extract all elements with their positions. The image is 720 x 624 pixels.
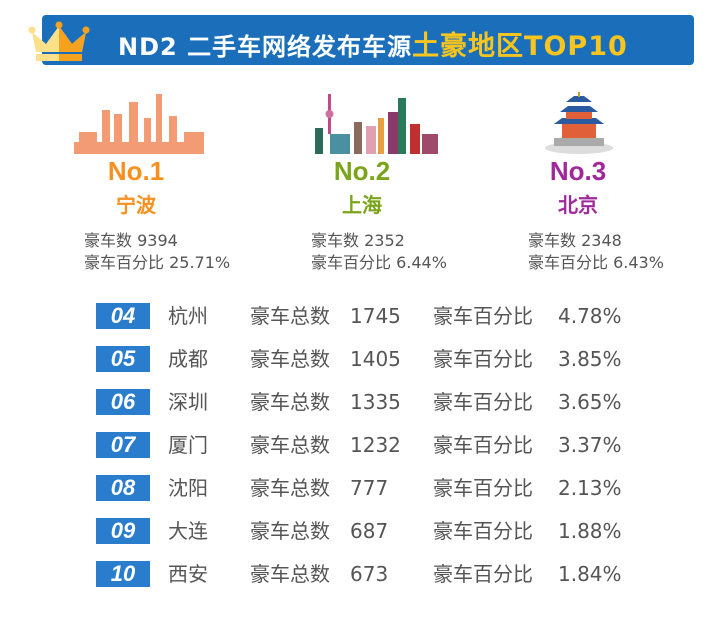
pct-label: 豪车百分比 bbox=[433, 304, 533, 328]
pct-label: 豪车百分比 bbox=[433, 476, 533, 500]
rank-badge: 10 bbox=[96, 561, 150, 587]
pct-value: 1.88% bbox=[558, 519, 622, 543]
rank-label: No.1 bbox=[107, 156, 165, 186]
city-name: 成都 bbox=[168, 347, 208, 371]
pct-label: 豪车百分比 bbox=[433, 390, 533, 414]
city-name: 杭州 bbox=[168, 304, 208, 328]
pct-label: 豪车百分比 bbox=[433, 519, 533, 543]
table-row: 10 西安 豪车总数 673 豪车百分比 1.84% bbox=[96, 561, 656, 589]
count-text: 豪车数 2348 bbox=[528, 231, 622, 250]
count-label: 豪车总数 bbox=[250, 347, 330, 371]
top3-stats-2: 豪车数 2352 豪车百分比 6.44% bbox=[311, 230, 447, 274]
pct-text: 豪车百分比 25.71% bbox=[84, 253, 231, 272]
rank-badge: 07 bbox=[96, 432, 150, 458]
pct-text: 豪车百分比 6.43% bbox=[528, 253, 664, 272]
title-main: ND2 二手车网络发布车源 bbox=[118, 33, 413, 61]
rank-badge: 05 bbox=[96, 346, 150, 372]
top3-card-1: No.1 宁波 bbox=[36, 156, 236, 218]
count-value: 1232 bbox=[350, 433, 401, 457]
shanghai-skyline-icon bbox=[315, 94, 438, 154]
count-label: 豪车总数 bbox=[250, 433, 330, 457]
city-name: 沈阳 bbox=[168, 476, 208, 500]
rank-badge: 09 bbox=[96, 518, 150, 544]
count-label: 豪车总数 bbox=[250, 476, 330, 500]
top3-card-3: No.3 北京 bbox=[478, 156, 678, 218]
pct-label: 豪车百分比 bbox=[433, 562, 533, 586]
table-row: 07 厦门 豪车总数 1232 豪车百分比 3.37% bbox=[96, 432, 656, 460]
count-label: 豪车总数 bbox=[250, 562, 330, 586]
city-name: 上海 bbox=[342, 193, 382, 217]
city-name: 大连 bbox=[168, 519, 208, 543]
rank-badge: 04 bbox=[96, 303, 150, 329]
count-value: 673 bbox=[350, 562, 389, 586]
count-value: 1745 bbox=[350, 304, 401, 328]
rank-badge: 08 bbox=[96, 475, 150, 501]
count-value: 687 bbox=[350, 519, 389, 543]
table-row: 06 深圳 豪车总数 1335 豪车百分比 3.65% bbox=[96, 389, 656, 417]
count-value: 1335 bbox=[350, 390, 401, 414]
count-value: 1405 bbox=[350, 347, 401, 371]
count-text: 豪车数 2352 bbox=[311, 231, 405, 250]
title-highlight: 土豪地区TOP10 bbox=[412, 31, 628, 62]
ningbo-skyline-icon bbox=[74, 94, 204, 154]
table-row: 08 沈阳 豪车总数 777 豪车百分比 2.13% bbox=[96, 475, 656, 503]
city-name: 宁波 bbox=[116, 193, 156, 217]
count-value: 777 bbox=[350, 476, 389, 500]
pct-value: 4.78% bbox=[558, 304, 622, 328]
pct-label: 豪车百分比 bbox=[433, 433, 533, 457]
pct-value: 3.37% bbox=[558, 433, 622, 457]
pct-value: 3.85% bbox=[558, 347, 622, 371]
temple-of-heaven-icon bbox=[545, 92, 613, 154]
table-row: 09 大连 豪车总数 687 豪车百分比 1.88% bbox=[96, 518, 656, 546]
pct-label: 豪车百分比 bbox=[433, 347, 533, 371]
pct-value: 2.13% bbox=[558, 476, 622, 500]
page-title: ND2 二手车网络发布车源土豪地区TOP10 bbox=[118, 24, 628, 63]
count-text: 豪车数 9394 bbox=[84, 231, 178, 250]
title-banner bbox=[42, 15, 694, 65]
table-row: 04 杭州 豪车总数 1745 豪车百分比 4.78% bbox=[96, 303, 656, 331]
table-row: 05 成都 豪车总数 1405 豪车百分比 3.85% bbox=[96, 346, 656, 374]
crown-icon bbox=[28, 21, 90, 61]
pct-value: 3.65% bbox=[558, 390, 622, 414]
rank-badge: 06 bbox=[96, 389, 150, 415]
city-name: 厦门 bbox=[168, 433, 208, 457]
pct-text: 豪车百分比 6.44% bbox=[311, 253, 447, 272]
rank-label: No.2 bbox=[333, 156, 391, 186]
city-name: 北京 bbox=[558, 193, 598, 217]
city-name: 西安 bbox=[168, 562, 208, 586]
city-name: 深圳 bbox=[168, 390, 208, 414]
top3-stats-3: 豪车数 2348 豪车百分比 6.43% bbox=[528, 230, 664, 274]
count-label: 豪车总数 bbox=[250, 304, 330, 328]
top3-stats-1: 豪车数 9394 豪车百分比 25.71% bbox=[84, 230, 230, 274]
rank-label: No.3 bbox=[549, 156, 607, 186]
count-label: 豪车总数 bbox=[250, 519, 330, 543]
pct-value: 1.84% bbox=[558, 562, 622, 586]
top3-card-2: No.2 上海 bbox=[262, 156, 462, 218]
count-label: 豪车总数 bbox=[250, 390, 330, 414]
